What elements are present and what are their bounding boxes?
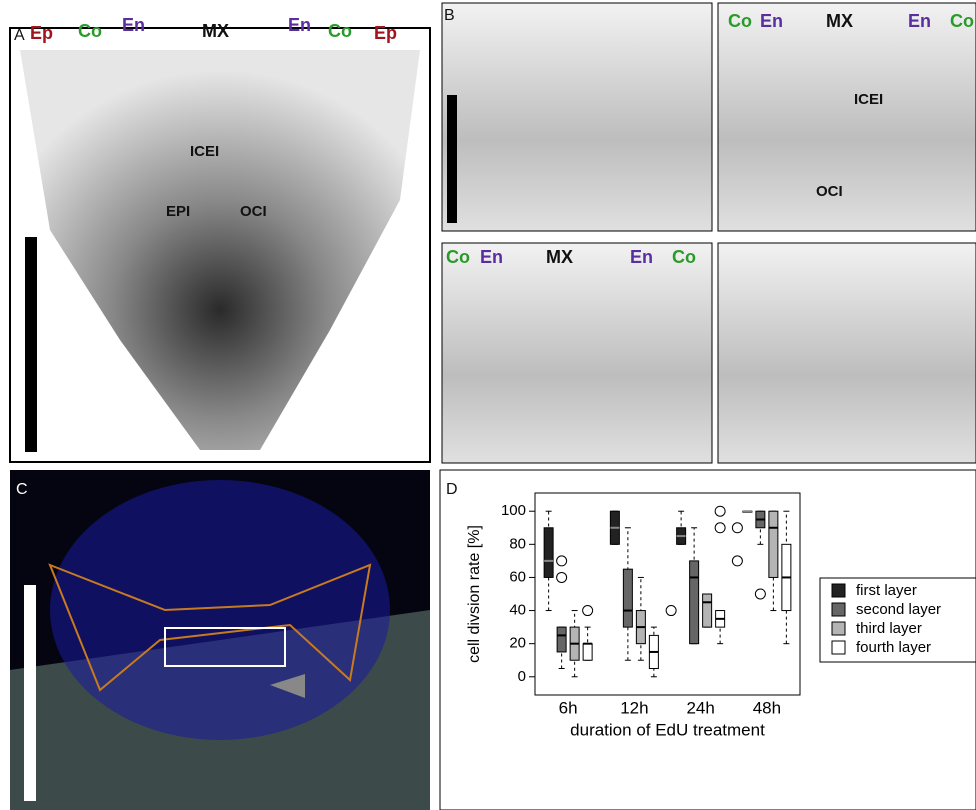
panel-label: B (444, 7, 455, 24)
legend-label: fourth layer (856, 639, 931, 656)
annotation: ICEI (190, 143, 219, 160)
annotation: EPI (166, 203, 190, 220)
legend-label: third layer (856, 620, 922, 637)
micrograph (718, 243, 976, 463)
panel-label: D (446, 481, 458, 498)
annotation: Co (728, 11, 752, 31)
annotation: En (760, 11, 783, 31)
micrograph (442, 3, 712, 231)
legend-swatch (832, 641, 845, 654)
legend-swatch (832, 622, 845, 635)
annotation: Ep (374, 23, 397, 43)
annotation: Ep (30, 23, 53, 43)
annotation: Co (950, 11, 974, 31)
micrograph (442, 243, 712, 463)
annotation: En (122, 15, 145, 35)
legend-label: first layer (856, 582, 917, 599)
annotation: Co (446, 247, 470, 267)
x-tick-label: 12h (620, 698, 648, 717)
legend-swatch (832, 584, 845, 597)
annotation: ICEI (854, 91, 883, 108)
annotation: En (480, 247, 503, 267)
box (690, 561, 699, 644)
nuclei-region (50, 480, 390, 740)
y-tick-label: 80 (509, 535, 526, 552)
box (769, 511, 778, 577)
x-axis-label: duration of EdU treatment (570, 720, 765, 739)
legend-label: second layer (856, 601, 941, 618)
figure: A Ep Co En MX En Co Ep ICEI EPI OCI B Co… (0, 0, 976, 810)
box (623, 569, 632, 627)
y-tick-label: 100 (501, 502, 526, 519)
annotation: OCI (240, 203, 267, 220)
annotation: MX (826, 11, 853, 31)
annotation: Co (78, 21, 102, 41)
micrograph (718, 3, 976, 231)
y-tick-label: 20 (509, 635, 526, 652)
x-tick-label: 6h (559, 698, 578, 717)
box (583, 644, 592, 661)
box (557, 627, 566, 652)
panel-label: C (16, 481, 28, 498)
x-tick-label: 48h (753, 698, 781, 717)
annotation: MX (546, 247, 573, 267)
annotation: Co (672, 247, 696, 267)
y-tick-label: 40 (509, 602, 526, 619)
annotation: MX (202, 21, 229, 41)
box (703, 594, 712, 627)
y-axis-label: cell divsion rate [%] (466, 525, 483, 663)
annotation: En (908, 11, 931, 31)
annotation: Co (328, 21, 352, 41)
annotation: En (630, 247, 653, 267)
x-tick-label: 24h (686, 698, 714, 717)
legend-swatch (832, 603, 845, 616)
y-tick-label: 60 (509, 568, 526, 585)
panel-label: A (14, 27, 25, 44)
scale-bar (447, 95, 457, 223)
annotation: OCI (816, 183, 843, 200)
scale-bar (25, 237, 37, 452)
y-tick-label: 0 (518, 668, 526, 685)
box (544, 528, 553, 578)
annotation: En (288, 15, 311, 35)
scale-bar (24, 585, 36, 801)
